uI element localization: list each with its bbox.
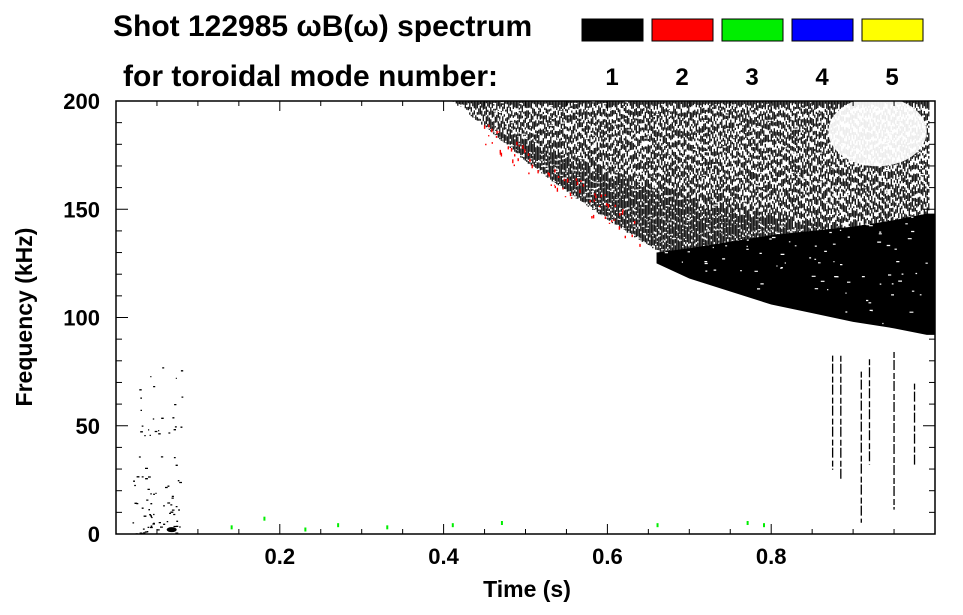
mode-3-point: [763, 523, 766, 528]
legend-label-mode-2: 2: [675, 64, 688, 91]
y-tick-label: 200: [63, 89, 100, 114]
mode-3-point: [500, 521, 503, 526]
mode-3-point: [386, 525, 389, 530]
chart-title: Shot 122985 ωB(ω) spectrum: [113, 10, 532, 43]
legend-label-mode-3: 3: [745, 64, 758, 91]
legend-swatch-mode-5: [861, 18, 924, 42]
legend-swatch-mode-3: [721, 18, 784, 42]
mode-3-point: [451, 523, 454, 528]
y-tick-label: 50: [76, 414, 100, 439]
mode-3-point: [746, 521, 749, 526]
legend-swatch-mode-2: [651, 18, 714, 42]
early-blob: [166, 527, 177, 533]
early-low-freq-activity: [132, 367, 184, 534]
x-tick-label: 0.6: [592, 544, 623, 569]
mode-3-point: [304, 527, 307, 532]
y-tick-label: 0: [88, 522, 100, 547]
x-axis-ticks: 0.2 0.4 0.6 0.8: [156, 101, 895, 569]
legend-label-mode-1: 1: [605, 64, 618, 91]
mode-3-point: [263, 516, 266, 521]
y-axis-label: Frequency (kHz): [11, 228, 37, 407]
plot-frame: [115, 100, 936, 535]
legend-label-mode-5: 5: [885, 64, 898, 91]
chart-subtitle: for toroidal mode number:: [123, 60, 498, 93]
legend-swatch-mode-4: [791, 18, 854, 42]
x-axis-label: Time (s): [483, 576, 571, 602]
mode-3-point: [656, 523, 659, 528]
mode-1-dense-core: [656, 213, 935, 335]
upper-right-gap: [828, 101, 927, 167]
y-tick-label: 150: [63, 197, 100, 222]
legend-label-mode-4: 4: [815, 64, 829, 91]
vertical-streaks: [831, 351, 916, 523]
mode-3-point: [337, 523, 340, 528]
x-tick-label: 0.8: [756, 544, 787, 569]
y-axis-ticks: 0 50 100 150 200: [63, 89, 935, 547]
x-tick-label: 0.2: [265, 544, 296, 569]
mode-2-fringe: [483, 124, 641, 247]
x-tick-label: 0.4: [428, 544, 459, 569]
y-tick-label: 100: [63, 306, 100, 331]
legend-swatch-mode-1: [581, 18, 644, 42]
mode-3-point: [230, 525, 233, 530]
legend: 1 2 3 4 5: [581, 18, 924, 91]
plot-area: [132, 101, 935, 534]
